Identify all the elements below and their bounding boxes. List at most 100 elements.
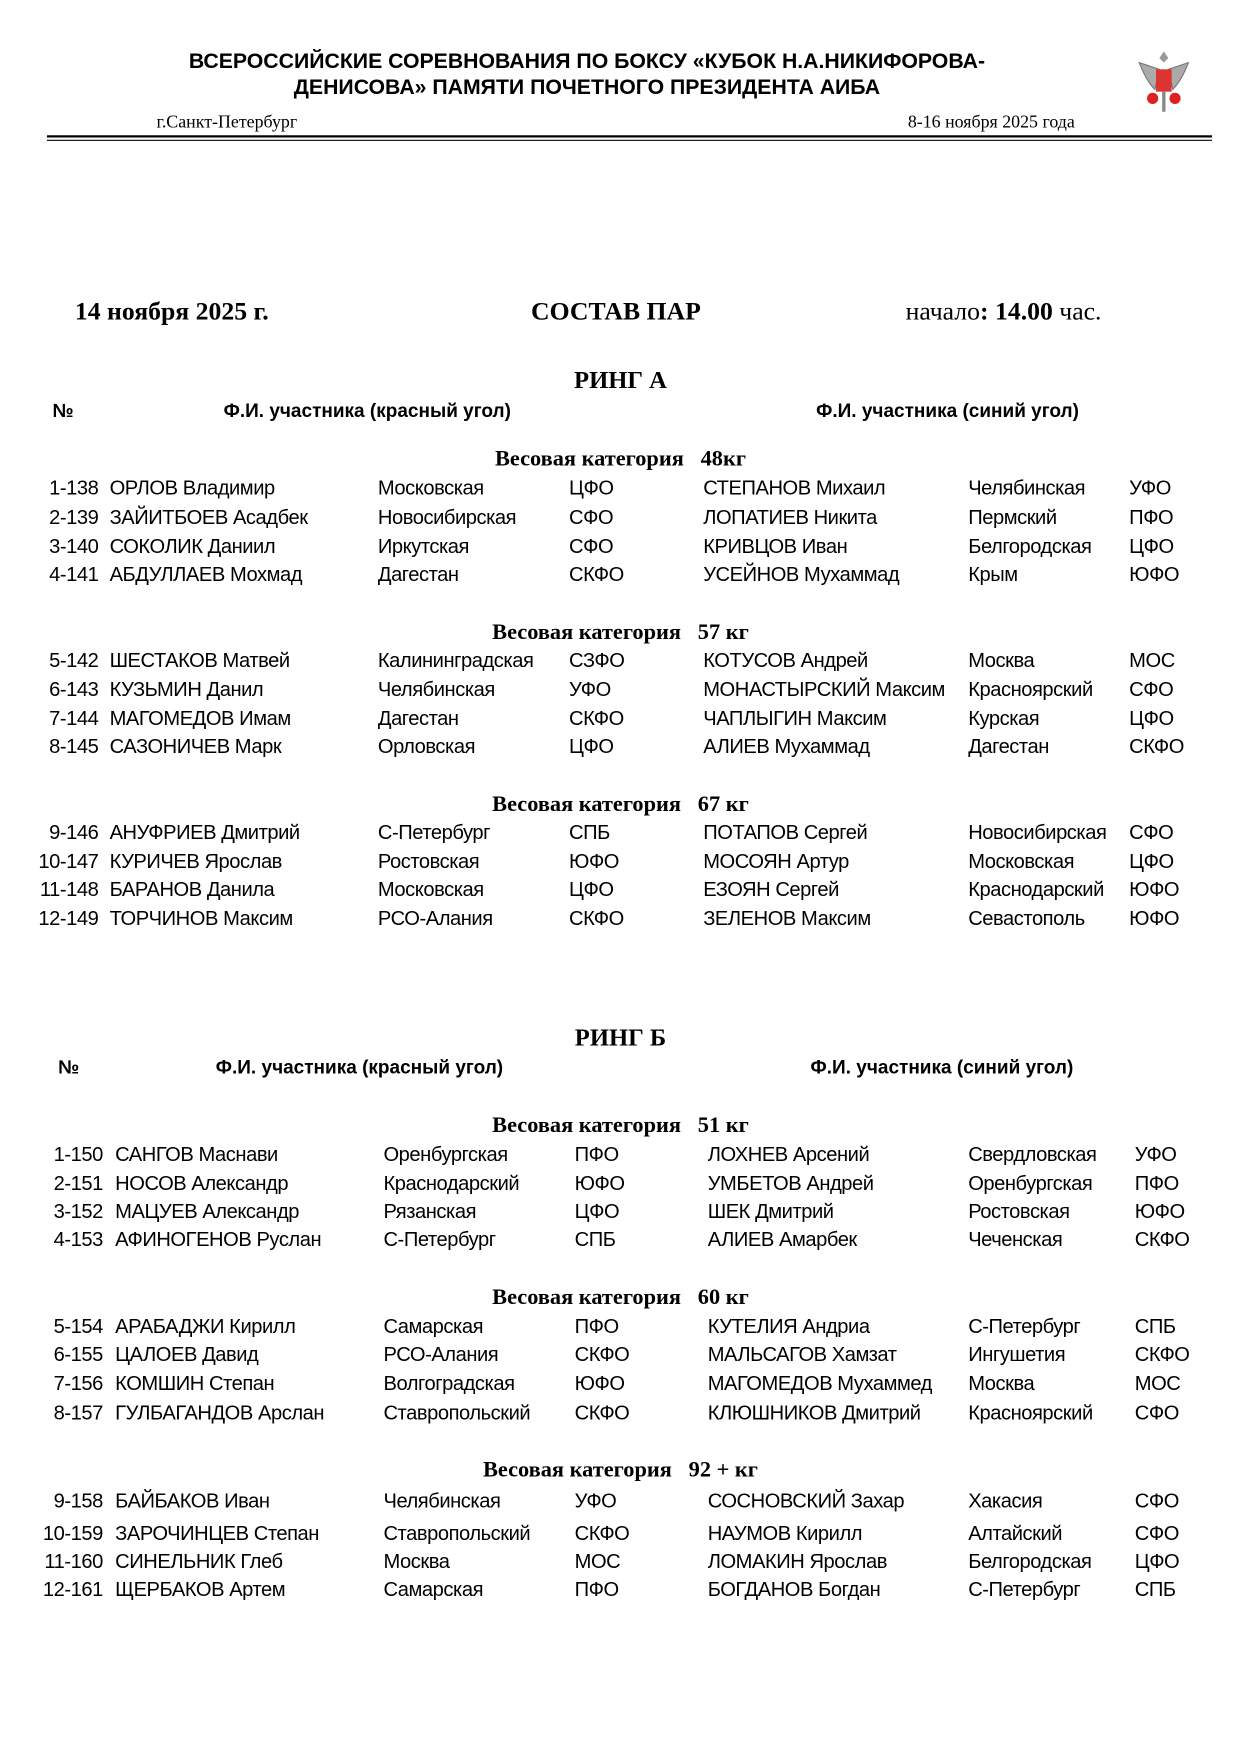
bout-number: 8-145 [49, 735, 99, 758]
bout-number: 8-157 [53, 1401, 104, 1424]
blue-region: Курская [968, 707, 1040, 730]
colon: : [979, 297, 989, 326]
blue-district: СКФО [1134, 1228, 1190, 1251]
red-region: Рязанская [383, 1200, 477, 1223]
blue-district: СФО [1129, 821, 1174, 844]
red-district: СФО [569, 534, 614, 558]
category-label: Весовая категория [483, 1457, 672, 1482]
city: г.Санкт-Петербург [156, 112, 298, 132]
blue-region: Новосибирская [968, 821, 1107, 844]
bout-number: 1-150 [53, 1143, 104, 1166]
blue-fighter-name: ПОТАПОВ Сергей [703, 821, 868, 844]
blue-region: Чеченская [968, 1228, 1063, 1251]
competition-date: 14 ноября 2025 г. [74, 297, 269, 326]
blue-fighter-name: ШЕК Дмитрий [707, 1200, 834, 1223]
category-weight: 92 + кг [688, 1457, 758, 1482]
red-district: ЦФО [569, 878, 614, 901]
blue-region: С-Петербург [968, 1578, 1081, 1601]
red-fighter-name: КОМШИН Степан [115, 1372, 275, 1395]
column-header-red-corner: Ф.И. участника (красный угол) [223, 400, 511, 422]
red-district: СКФО [569, 562, 624, 586]
blue-fighter-name: ЛОХНЕВ Арсений [707, 1143, 870, 1166]
red-region: Калининградская [377, 648, 534, 672]
bout-number: 4-141 [49, 562, 99, 586]
red-district: ЦФО [569, 735, 614, 758]
red-region: Челябинская [383, 1489, 501, 1513]
start-time-value: 14.00 [995, 297, 1053, 326]
red-district: СКФО [569, 907, 624, 930]
start-unit: час. [1059, 297, 1102, 326]
red-fighter-name: ГУЛБАГАНДОВ Арслан [115, 1401, 325, 1424]
bout-number: 6-143 [49, 678, 99, 701]
weight-category-heading: Весовая категория 57 кг [0, 620, 1241, 646]
bout-number: 12-161 [42, 1578, 103, 1601]
bout-number: 2-139 [49, 505, 99, 529]
blue-region: Крым [968, 562, 1018, 586]
bout-number: 11-160 [44, 1550, 103, 1573]
red-region: РСО-Алания [383, 1343, 499, 1366]
blue-fighter-name: КУТЕЛИЯ Андриа [707, 1315, 870, 1338]
blue-fighter-name: ЗЕЛЕНОВ Максим [703, 907, 871, 930]
red-fighter-name: ОРЛОВ Владимир [109, 476, 276, 500]
blue-district: СФО [1134, 1401, 1180, 1424]
bout-number: 5-154 [53, 1315, 104, 1338]
ring-title: РИНГ А [574, 365, 667, 394]
header-rule [46, 135, 1212, 138]
blue-region: Алтайский [968, 1522, 1063, 1545]
bout-number: 12-149 [38, 907, 99, 930]
red-district: СЗФО [569, 648, 625, 672]
red-district: СКФО [574, 1343, 630, 1366]
red-fighter-name: МАГОМЕДОВ Имам [109, 707, 292, 730]
bout-number: 7-156 [53, 1372, 104, 1395]
start-label: начало [905, 297, 980, 326]
category-label: Весовая категория [492, 792, 682, 817]
blue-region: С-Петербург [968, 1315, 1081, 1338]
bout-number: 9-158 [53, 1489, 104, 1513]
red-region: Орловская [377, 735, 476, 758]
ring-title: РИНГ Б [574, 1022, 667, 1051]
category-weight: 48кг [700, 446, 747, 472]
red-fighter-name: САЗОНИЧЕВ Марк [109, 735, 282, 758]
red-fighter-name: АБДУЛЛАЕВ Мохмад [109, 562, 303, 586]
red-district: СПБ [569, 821, 610, 844]
blue-region: Севастополь [968, 907, 1085, 930]
bout-number: 4-153 [53, 1228, 104, 1251]
red-fighter-name: ЦАЛОЕВ Давид [115, 1343, 259, 1366]
red-fighter-name: АРАБАДЖИ Кирилл [115, 1315, 296, 1338]
blue-district: ЦФО [1129, 850, 1174, 873]
red-district: МОС [574, 1550, 621, 1573]
red-district: ПФО [574, 1578, 620, 1601]
blue-region: Красноярский [968, 678, 1093, 701]
bout-number: 11-148 [39, 878, 99, 901]
blue-region: Хакасия [968, 1489, 1043, 1513]
blue-region: Краснодарский [968, 878, 1104, 901]
blue-region: Дагестан [968, 735, 1049, 758]
red-district: СФО [569, 505, 614, 529]
blue-region: Красноярский [968, 1401, 1093, 1424]
blue-district: ЦФО [1129, 534, 1174, 558]
red-region: Дагестан [377, 562, 459, 586]
bout-number: 7-144 [49, 707, 99, 730]
document-title: СОСТАВ ПАР [531, 297, 701, 326]
red-region: Самарская [383, 1315, 484, 1338]
red-fighter-name: МАЦУЕВ Александр [115, 1200, 299, 1223]
red-fighter-name: ШЕСТАКОВ Матвей [109, 648, 291, 672]
blue-region: Белгородская [968, 1550, 1092, 1573]
blue-district: ЮФО [1129, 907, 1180, 930]
start-time: начало: 14.00 час. [906, 297, 1102, 326]
blue-district: СФО [1129, 678, 1174, 701]
blue-district: ЮФО [1134, 1200, 1185, 1223]
red-fighter-name: СИНЕЛЬНИК Глеб [115, 1550, 283, 1573]
blue-district: ПФО [1129, 505, 1174, 529]
bout-number: 3-140 [49, 534, 99, 558]
blue-district: ЦФО [1129, 707, 1174, 730]
red-region: РСО-Алания [377, 907, 493, 930]
column-header-number: № [58, 1056, 80, 1078]
blue-region: Москва [968, 648, 1035, 672]
red-district: СКФО [574, 1522, 630, 1545]
red-district: СПБ [574, 1228, 616, 1251]
red-district: ЦФО [569, 476, 614, 500]
red-district: ЮФО [569, 850, 620, 873]
red-district: ЮФО [574, 1172, 625, 1195]
red-fighter-name: НОСОВ Александр [115, 1172, 289, 1195]
